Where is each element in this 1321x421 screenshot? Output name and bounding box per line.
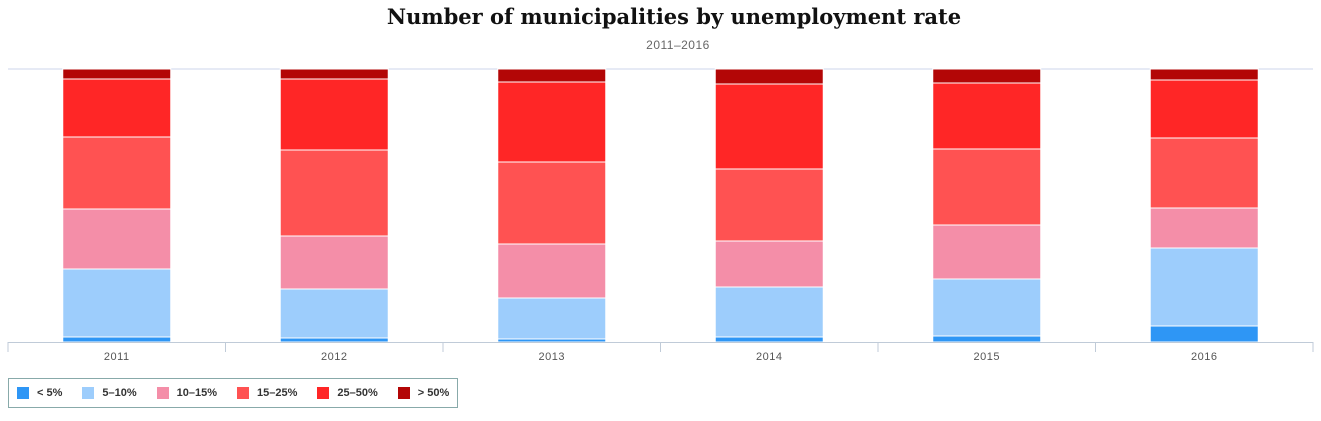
- bar-segment-2014-2[interactable]: [714, 240, 824, 288]
- legend-swatch: [397, 387, 410, 399]
- bar-segment-2012-5[interactable]: [279, 68, 389, 80]
- bar-segment-2011-5[interactable]: [62, 68, 172, 80]
- bar-segment-2014-5[interactable]: [714, 68, 824, 85]
- bar-segment-2016-0[interactable]: [1149, 325, 1259, 343]
- bar-segment-2015-0[interactable]: [932, 335, 1042, 343]
- legend-swatch: [17, 387, 29, 399]
- bar-segment-2014-4[interactable]: [714, 83, 824, 170]
- legend-label: < 5%: [37, 387, 63, 399]
- bar-segment-2015-3[interactable]: [932, 148, 1042, 226]
- legend-item[interactable]: 25–50%: [317, 387, 378, 399]
- bar-segment-2015-1[interactable]: [932, 278, 1042, 337]
- bar-segment-2016-2[interactable]: [1149, 207, 1259, 249]
- legend-label: > 50%: [417, 387, 450, 399]
- x-tick-label: 2015: [974, 351, 1000, 363]
- legend-swatch: [82, 387, 95, 399]
- legend-label: 25–50%: [337, 387, 378, 399]
- bar-segment-2012-2[interactable]: [279, 235, 389, 290]
- legend-item[interactable]: < 5%: [17, 387, 62, 399]
- bar-segment-2014-0[interactable]: [714, 336, 824, 343]
- bar-segment-2014-3[interactable]: [714, 168, 824, 242]
- bar-segment-2013-3[interactable]: [497, 161, 607, 245]
- legend: < 5% 5–10% 10–15% 15–25% 25–50% > 50%: [8, 378, 459, 408]
- bar-segment-2016-5[interactable]: [1149, 68, 1259, 81]
- legend-item[interactable]: 10–15%: [156, 387, 218, 399]
- bar-segment-2015-5[interactable]: [932, 68, 1042, 84]
- bar-segment-2011-0[interactable]: [62, 336, 172, 343]
- bar-chart: 2011 2012 2013 2014 2015 2016: [7, 68, 1314, 363]
- x-tick-label: 2012: [321, 351, 347, 363]
- bar-segment-2013-2[interactable]: [497, 243, 607, 299]
- bar-segment-2013-1[interactable]: [497, 297, 607, 340]
- bar-segment-2011-1[interactable]: [62, 268, 172, 338]
- bar-segment-2016-4[interactable]: [1149, 79, 1259, 139]
- x-axis-ticks: 2011 2012 2013 2014 2015 2016: [7, 342, 1314, 363]
- bar-segment-2015-4[interactable]: [932, 82, 1042, 150]
- bar-segment-2011-2[interactable]: [62, 208, 172, 270]
- legend-swatch: [156, 387, 169, 399]
- bars-group: [62, 68, 1259, 343]
- bar-segment-2013-5[interactable]: [497, 68, 607, 83]
- legend-label: 15–25%: [257, 387, 298, 399]
- bar-segment-2016-1[interactable]: [1149, 247, 1259, 327]
- x-tick-label: 2013: [539, 351, 565, 363]
- legend-item[interactable]: 15–25%: [237, 387, 297, 399]
- bar-segment-2015-2[interactable]: [932, 224, 1042, 280]
- legend-swatch: [237, 387, 250, 399]
- x-tick-label: 2011: [104, 351, 130, 363]
- bar-segment-2012-1[interactable]: [279, 288, 389, 339]
- x-tick-label: 2014: [756, 351, 782, 363]
- bar-segment-2012-4[interactable]: [279, 78, 389, 151]
- legend-label: 10–15%: [176, 387, 218, 399]
- legend-label: 5–10%: [102, 387, 137, 399]
- bar-segment-2012-0[interactable]: [279, 337, 389, 343]
- bar-segment-2011-3[interactable]: [62, 136, 172, 210]
- chart-title: Number of municipalities by unemployment…: [386, 4, 962, 29]
- bar-segment-2012-3[interactable]: [279, 149, 389, 237]
- bar-segment-2016-3[interactable]: [1149, 137, 1259, 209]
- bar-segment-2011-4[interactable]: [62, 78, 172, 138]
- legend-swatch: [317, 387, 330, 399]
- legend-item[interactable]: 5–10%: [82, 387, 137, 399]
- bar-segment-2014-1[interactable]: [714, 286, 824, 338]
- x-tick-label: 2016: [1191, 351, 1217, 363]
- legend-item[interactable]: > 50%: [397, 387, 450, 399]
- chart-subtitle: 2011–2016: [646, 38, 710, 52]
- bar-segment-2013-4[interactable]: [497, 81, 607, 163]
